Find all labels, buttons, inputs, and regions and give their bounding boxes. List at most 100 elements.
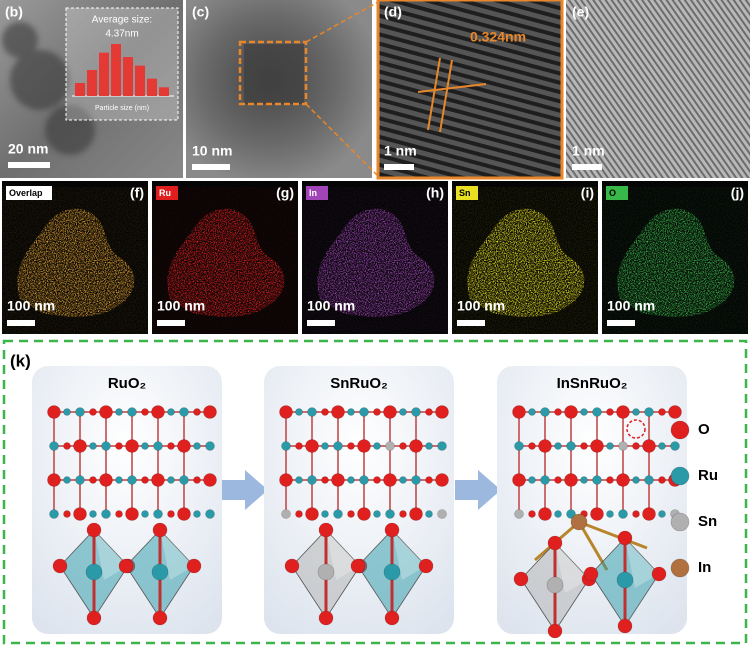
scale-bar [307,320,335,326]
atom [618,509,628,519]
atom [580,408,588,416]
background-noise [602,187,748,334]
atom [580,476,588,484]
atom [205,441,215,451]
atom [305,439,319,453]
model-title: InSnRuO₂ [557,375,628,392]
atom [435,473,449,487]
atom [125,507,139,521]
bar [87,70,97,96]
atom [127,407,137,417]
atom [347,442,355,450]
atom [203,473,217,487]
atom [167,442,175,450]
atom [89,476,97,484]
atom [540,407,550,417]
atom [590,507,604,521]
element-signal [602,187,748,334]
atom [281,509,291,519]
atom [616,473,630,487]
inset-xlabel: Particle size (nm) [95,105,149,112]
octahedron-face [160,530,194,580]
atom [399,442,407,450]
scale-bar [572,164,602,170]
atom [63,408,71,416]
atom [47,473,61,487]
atom [514,441,524,451]
atom [670,466,690,486]
atom [193,510,201,518]
atom [141,442,149,450]
atom [357,439,371,453]
atom [205,509,215,519]
atom [99,473,113,487]
atom [528,442,536,450]
atom [547,535,563,551]
atom [193,476,201,484]
element-name: Overlap [9,188,43,198]
bar [123,57,133,96]
atom [632,476,640,484]
atom [186,558,202,574]
atom [566,509,576,519]
atom [141,510,149,518]
panel-label: (f) [130,185,144,201]
atom [606,408,614,416]
atom [606,442,614,450]
scale-bar [8,162,50,168]
panel-label: (e) [572,4,589,20]
atom [513,571,529,587]
element-name: In [309,188,317,198]
atom [307,407,317,417]
atom [554,510,562,518]
atom [89,442,97,450]
atom [52,558,68,574]
atom [85,563,103,581]
atom [75,475,85,485]
scale-label: 100 nm [7,298,55,314]
background-noise [2,187,148,334]
atom [47,405,61,419]
polyhedra [284,522,434,626]
atom [425,476,433,484]
model-panel [32,366,222,634]
atom [151,405,165,419]
atom [546,576,564,594]
atom [566,441,576,451]
panel-label: (g) [276,185,294,201]
atom [606,476,614,484]
atom [295,476,303,484]
atom [347,476,355,484]
fringe-marker [417,83,487,93]
bar [159,87,169,96]
bond [578,520,648,550]
atom [512,405,526,419]
atom [141,476,149,484]
atom [279,473,293,487]
fft-image [566,0,750,178]
atom [89,510,97,518]
atom [307,475,317,485]
atom [437,509,447,519]
atom [373,510,381,518]
atom [437,441,447,451]
background-noise [152,187,298,334]
atom [331,473,345,487]
bar [147,78,157,96]
atom [616,405,630,419]
inset-value: 4.37nm [105,29,138,40]
panel-label: (d) [384,4,402,20]
legend-label: Sn [698,513,717,530]
atom [152,522,168,538]
atom [167,476,175,484]
arrow [455,470,501,510]
lattice [512,405,682,521]
atom [49,509,59,519]
atom [670,512,690,532]
element-signal [302,187,448,334]
atom [101,509,111,519]
scale-label: 100 nm [157,298,205,314]
atom [153,441,163,451]
atom [658,510,666,518]
atom [359,475,369,485]
